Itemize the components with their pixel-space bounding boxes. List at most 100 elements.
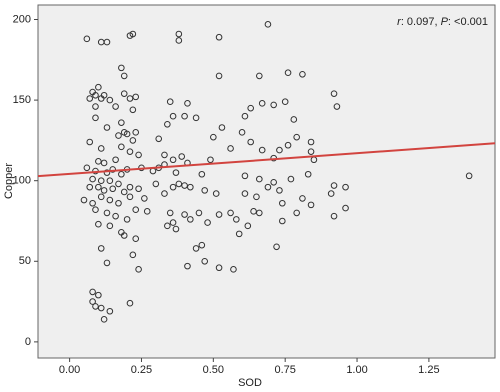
point [141,195,148,202]
point [307,201,315,209]
point [143,208,151,215]
point [235,230,243,238]
point [330,90,338,97]
point [123,130,131,138]
y-axis-label: Copper [3,163,15,199]
point [215,264,223,272]
point [106,307,114,315]
point [103,209,111,217]
point [92,103,99,110]
point [109,166,117,173]
point [118,119,125,126]
point [120,90,128,97]
y-tick-label: 200 [13,13,31,25]
point [201,257,209,265]
point [293,133,300,141]
point [106,96,114,104]
point [204,219,211,226]
point [112,212,119,220]
point [118,64,125,72]
point [276,146,283,154]
x-axis-label: SOD [238,377,262,389]
point [126,193,134,201]
point [89,175,96,183]
point [92,303,99,310]
point [132,235,140,243]
point [181,182,188,189]
point [112,156,119,164]
point [227,209,234,217]
point [161,190,168,197]
point [129,106,137,114]
point [172,225,180,233]
point [215,72,223,80]
point [100,159,108,167]
point [97,245,105,252]
point [187,216,194,223]
plot-area [37,4,496,359]
point [100,187,108,194]
point [103,38,111,46]
point [129,30,137,38]
point [178,153,186,160]
point [175,30,183,38]
point [161,151,168,159]
point [307,148,315,155]
point [327,190,335,197]
x-tick-label: 0.00 [59,364,80,376]
point [166,98,174,106]
point [227,145,234,152]
point [187,183,194,191]
x-tick-label: 0.75 [274,364,295,376]
point [115,199,122,207]
point [95,183,102,191]
point [169,183,177,191]
point [120,72,128,80]
y-tick-label: 0 [25,336,31,348]
x-tick-label: 0.50 [203,364,224,376]
point [281,98,289,106]
point [95,291,102,299]
point [100,316,108,323]
point [330,212,338,220]
fit-line [37,142,496,178]
point [135,185,142,193]
point [129,251,137,259]
point [89,298,96,305]
point [241,190,249,197]
point [92,206,99,214]
point [210,133,217,141]
point [247,104,254,112]
point [164,222,171,230]
point [169,219,177,226]
point [258,100,266,107]
point [195,209,203,217]
point [198,241,206,249]
point [244,222,252,230]
point [307,138,315,146]
point [115,180,122,188]
point [201,187,209,194]
point [258,146,266,154]
point [86,138,94,146]
point [218,124,226,131]
point [106,222,114,230]
point [212,190,220,197]
point [270,101,277,109]
point [250,208,257,215]
point [132,129,140,136]
point [256,72,263,80]
point [115,132,122,139]
point [126,299,134,307]
point [95,83,102,91]
point [304,170,312,178]
point [215,211,223,218]
point [299,71,306,78]
point [95,158,102,165]
point [155,135,163,143]
point [241,112,249,120]
x-tick-label: 0.25 [131,364,152,376]
y-tick-label: 50 [19,255,31,267]
point [123,216,131,223]
